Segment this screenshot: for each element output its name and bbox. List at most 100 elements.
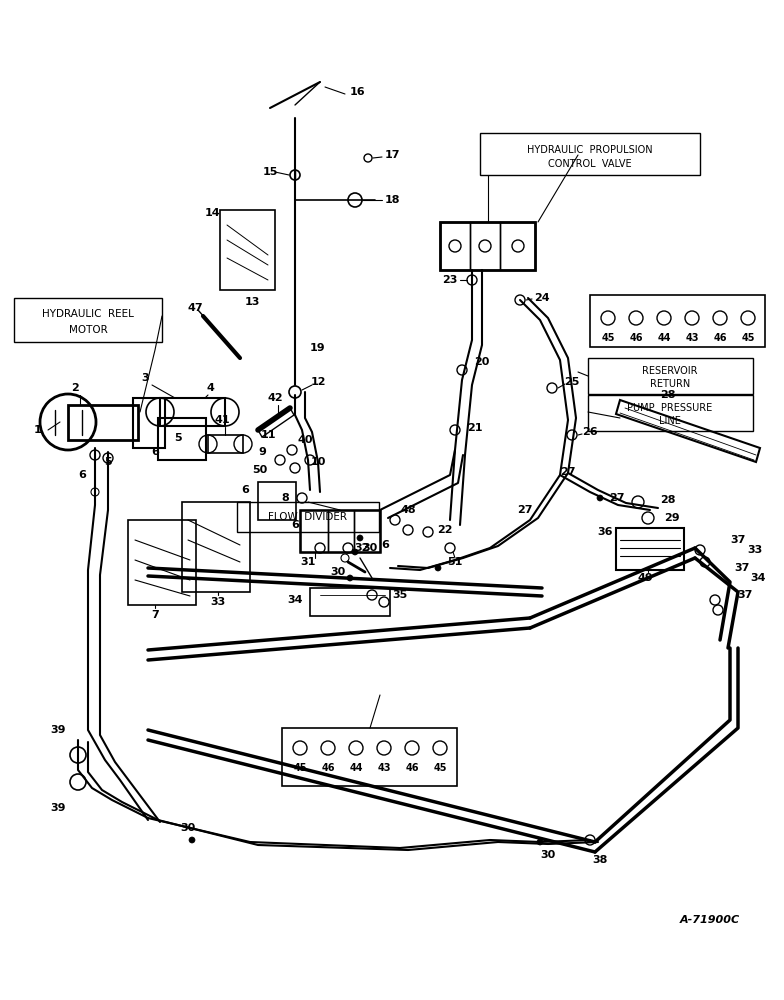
Text: 14: 14	[205, 208, 221, 218]
Text: 45: 45	[293, 763, 307, 773]
Bar	[208, 435, 243, 453]
Text: 16: 16	[350, 87, 366, 97]
Bar	[133, 398, 165, 448]
Text: 44: 44	[349, 763, 363, 773]
Text: 37: 37	[735, 563, 750, 573]
Text: 6: 6	[78, 470, 86, 480]
Text: 45: 45	[741, 333, 755, 343]
Bar	[128, 520, 196, 605]
Text: 3: 3	[141, 373, 149, 383]
Text: 30: 30	[330, 567, 346, 577]
Bar	[282, 728, 457, 786]
Bar	[480, 133, 700, 175]
Bar	[310, 588, 390, 616]
Circle shape	[357, 535, 363, 541]
Bar	[160, 398, 225, 426]
Text: 31: 31	[300, 557, 316, 567]
Bar	[68, 405, 138, 440]
Bar	[182, 502, 250, 592]
Text: 7: 7	[151, 610, 159, 620]
Bar	[588, 358, 753, 394]
Text: HYDRAULIC  REEL: HYDRAULIC REEL	[42, 309, 134, 319]
Text: FLOW  DIVIDER: FLOW DIVIDER	[268, 512, 347, 522]
Text: 40: 40	[297, 435, 313, 445]
Text: 8: 8	[281, 493, 289, 503]
Text: RETURN: RETURN	[650, 379, 690, 389]
Text: 6: 6	[291, 520, 299, 530]
Bar	[470, 222, 500, 270]
Text: 6: 6	[381, 540, 389, 550]
Text: 2: 2	[71, 383, 79, 393]
Circle shape	[347, 575, 353, 581]
Text: 37: 37	[731, 535, 746, 545]
Circle shape	[435, 565, 441, 571]
Text: 27: 27	[609, 493, 625, 503]
Text: 22: 22	[437, 525, 452, 535]
Text: 15: 15	[263, 167, 278, 177]
Text: 45: 45	[601, 333, 615, 343]
Text: 30: 30	[362, 543, 378, 553]
Circle shape	[189, 837, 195, 843]
Text: 25: 25	[564, 377, 579, 387]
Text: 6: 6	[241, 485, 249, 495]
Text: 20: 20	[474, 357, 490, 367]
Circle shape	[537, 839, 543, 845]
Text: 30: 30	[540, 850, 556, 860]
Text: 34: 34	[287, 595, 303, 605]
Text: 30: 30	[180, 823, 196, 833]
Text: 42: 42	[267, 393, 283, 403]
Text: 4: 4	[206, 383, 214, 393]
Text: 28: 28	[660, 390, 676, 400]
Text: 12: 12	[310, 377, 325, 387]
Text: 17: 17	[384, 150, 400, 160]
Bar	[590, 295, 765, 347]
Text: CONTROL  VALVE: CONTROL VALVE	[548, 159, 632, 169]
Text: 43: 43	[685, 333, 699, 343]
Bar	[220, 210, 275, 290]
Circle shape	[352, 549, 358, 555]
Bar	[440, 222, 470, 270]
Text: 35: 35	[392, 590, 408, 600]
Text: 6: 6	[151, 447, 159, 457]
Text: 33: 33	[210, 597, 226, 607]
Text: LINE: LINE	[659, 416, 681, 426]
Text: 29: 29	[664, 513, 680, 523]
Bar	[500, 222, 535, 270]
Text: HYDRAULIC  PROPULSION: HYDRAULIC PROPULSION	[527, 145, 653, 155]
Bar	[588, 395, 753, 431]
Text: MOTOR: MOTOR	[69, 325, 107, 335]
Text: RESERVOIR: RESERVOIR	[642, 366, 698, 376]
Text: 1: 1	[34, 425, 42, 435]
Text: 19: 19	[310, 343, 326, 353]
Text: 48: 48	[400, 505, 416, 515]
Bar	[328, 510, 354, 552]
Bar	[440, 222, 535, 270]
Text: PUMP  PRESSURE: PUMP PRESSURE	[627, 403, 713, 413]
Text: 45: 45	[434, 763, 447, 773]
Bar	[300, 510, 380, 552]
Text: 26: 26	[583, 427, 598, 437]
Text: 49: 49	[637, 573, 653, 583]
Text: 21: 21	[467, 423, 483, 433]
Text: 27: 27	[561, 467, 575, 477]
Bar	[616, 528, 684, 570]
Bar	[14, 298, 162, 342]
Text: 9: 9	[258, 447, 266, 457]
Text: 36: 36	[597, 527, 613, 537]
Text: 51: 51	[448, 557, 463, 567]
Circle shape	[597, 495, 603, 501]
Text: 11: 11	[260, 430, 276, 440]
Text: 27: 27	[517, 505, 533, 515]
Text: 23: 23	[442, 275, 458, 285]
Text: 43: 43	[377, 763, 390, 773]
Text: 34: 34	[750, 573, 766, 583]
Text: 32: 32	[354, 543, 370, 553]
Text: 37: 37	[737, 590, 753, 600]
Text: A-71900C: A-71900C	[680, 915, 740, 925]
Text: 46: 46	[713, 333, 727, 343]
Text: 41: 41	[214, 415, 230, 425]
Text: 39: 39	[50, 803, 66, 813]
Text: 50: 50	[252, 465, 267, 475]
Text: 33: 33	[747, 545, 763, 555]
Text: 5: 5	[104, 457, 112, 467]
